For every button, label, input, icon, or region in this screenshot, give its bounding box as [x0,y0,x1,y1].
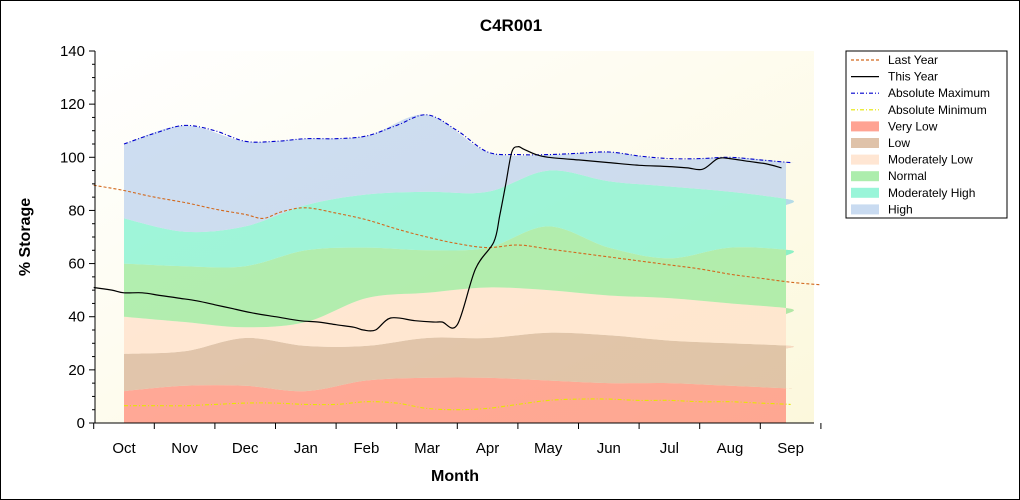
series-line-last-year [93,184,821,286]
legend-swatch [851,138,879,148]
legend-entry: High [888,202,913,216]
series-line-absolute-maximum [123,114,791,164]
x-tick-label: Jan [294,440,318,457]
legend-entry: Moderately High [888,186,975,200]
legend-entry: Low [888,136,910,150]
x-tick-label: Mar [414,440,440,457]
y-tick-label: 100 [60,149,85,166]
legend-entry: Absolute Maximum [888,86,990,100]
y-tick-label: 40 [68,309,85,326]
x-tick-label: Nov [171,440,198,457]
legend-swatch [851,154,879,165]
band-low [124,332,794,392]
legend-swatch [851,121,879,132]
x-axis-label: Month [431,468,479,485]
series-line-this-year [93,146,782,332]
legend-entry: Last Year [888,53,938,67]
x-tick-label: Aug [717,440,744,457]
y-tick-label: 80 [68,202,85,219]
legend-swatch [851,204,879,215]
y-tick-label: 60 [68,256,85,273]
y-tick-label: 140 [60,43,85,60]
x-tick-label: Sep [777,440,804,457]
x-tick-label: Jun [597,440,621,457]
band-high [124,114,794,233]
y-tick-label: 120 [60,96,85,113]
band-very-low [124,377,794,423]
band-normal [124,226,794,328]
x-tick-label: Oct [112,440,136,457]
legend-entry: Very Low [888,119,938,133]
y-tick-label: 20 [68,362,85,379]
x-tick-label: Jul [660,440,679,457]
x-tick-label: Apr [476,440,499,457]
y-tick-labels: 0 20 40 60 80 100 120 140 [60,43,85,432]
axes [89,50,822,429]
legend-entry: Absolute Minimum [888,103,987,117]
legend: Last Year This Year Absolute Maximum Absolu… [845,50,1008,219]
legend-entry: Normal [888,169,927,183]
percentile-bands [124,114,794,423]
y-tick-label: 0 [77,415,85,432]
x-tick-label: Dec [232,440,259,457]
legend-entry: Moderately Low [888,153,973,167]
series-line-absolute-minimum [123,398,791,411]
x-tick-label: Feb [353,440,379,457]
legend-swatch [851,187,879,198]
band-moderately-high [124,170,794,268]
series-lines [93,114,821,411]
x-tick-labels: Oct Nov Dec Jan Feb Mar Apr May Jun Jul Aug Sep [112,440,804,457]
chart-title: C4R001 [480,16,542,35]
y-axis-label: % Storage [17,198,34,276]
legend-entry: This Year [888,70,938,84]
legend-swatch [851,171,879,182]
x-tick-label: May [534,440,563,457]
